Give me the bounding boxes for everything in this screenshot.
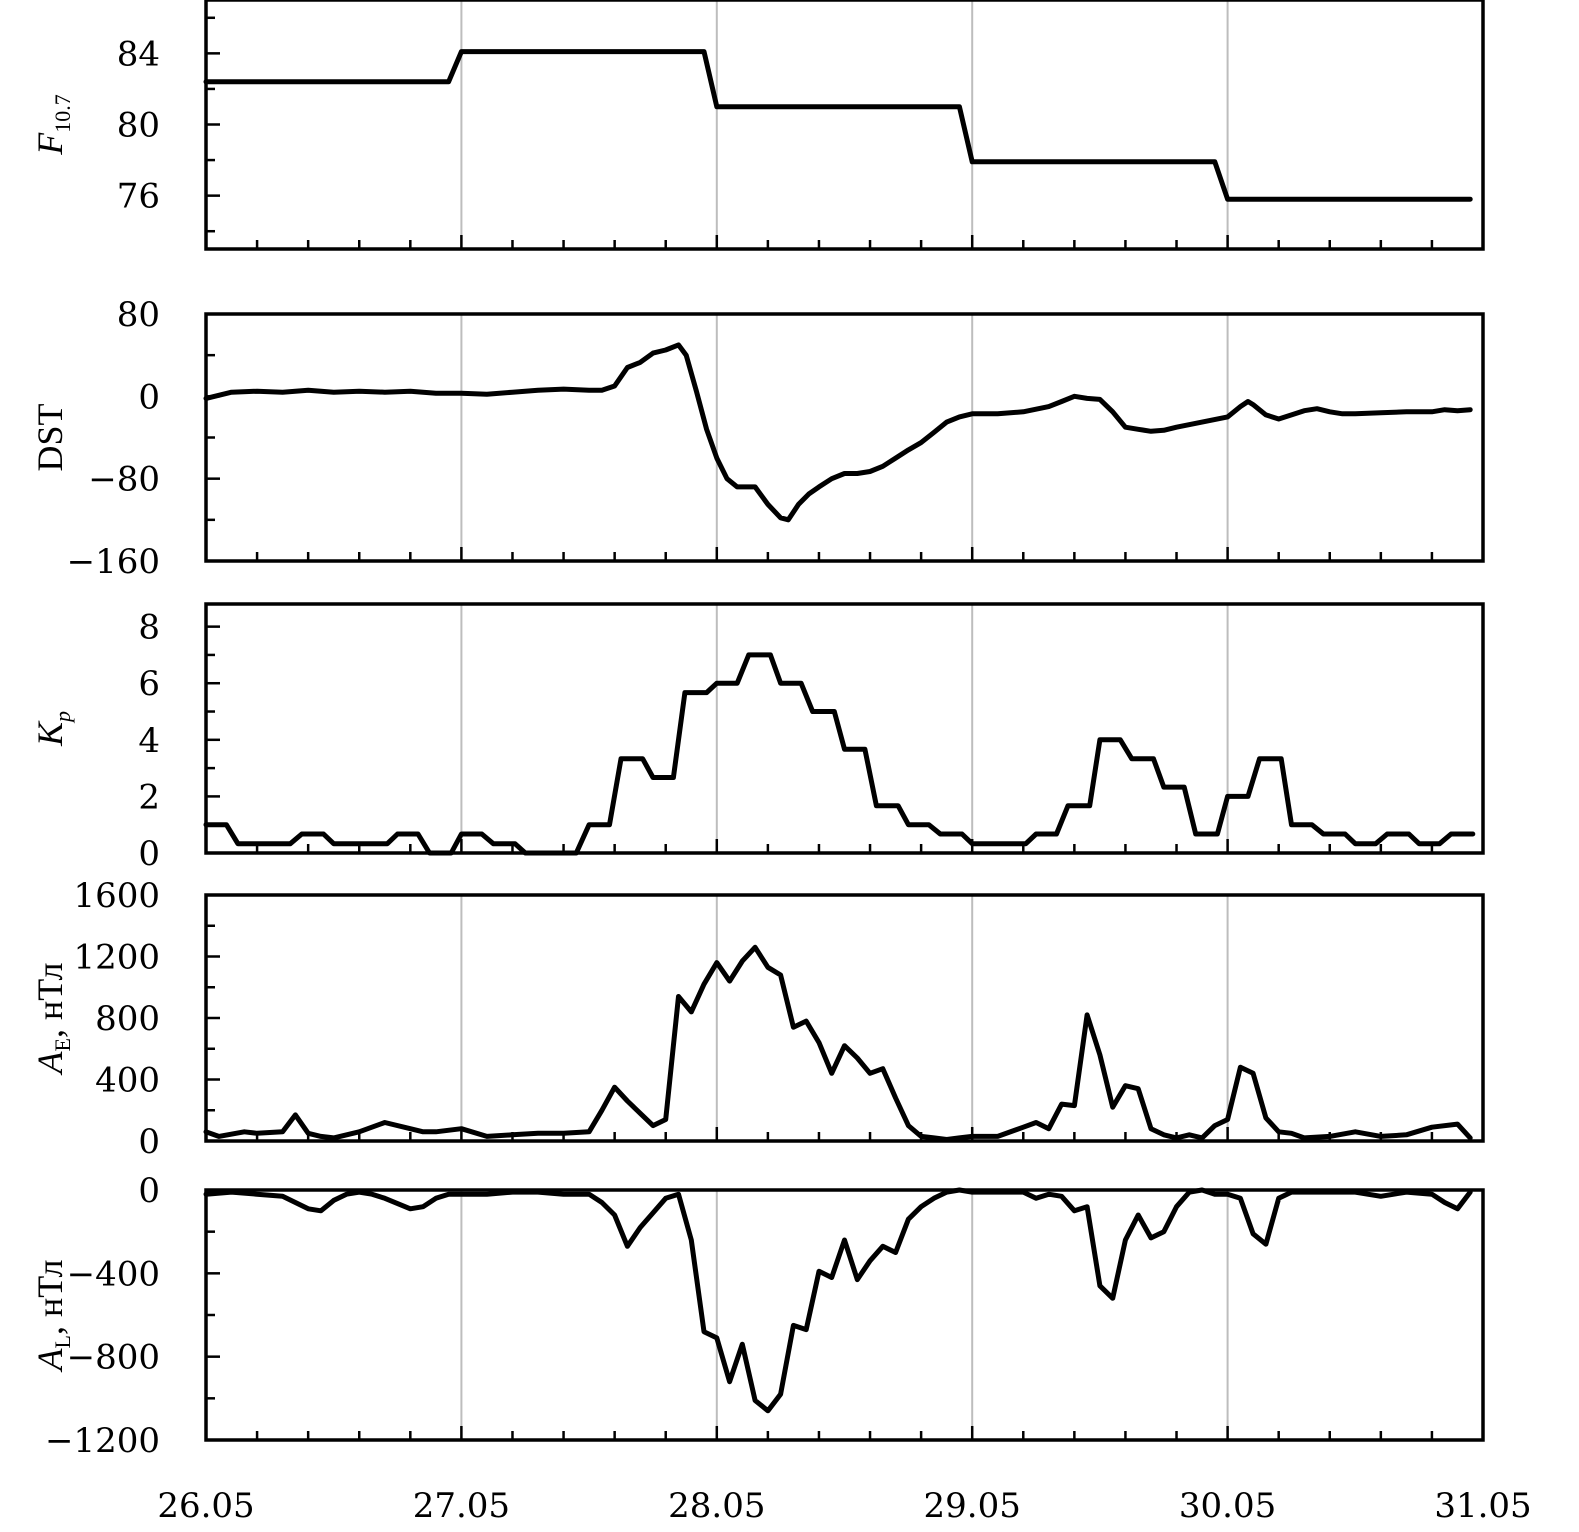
y-axis-label-subscript: E — [50, 1038, 75, 1051]
panel-dst: 80 0 −80 −160 DST — [30, 295, 1485, 582]
kp-series-line — [203, 652, 1476, 856]
y-tick-label: 6 — [138, 664, 160, 704]
y-axis-label-f107: F10.7 — [30, 94, 75, 156]
x-tick-label: 29.05 — [924, 1486, 1021, 1526]
panels-group: 768084F10.7800−80−160DST86420Kp160012008… — [30, 0, 1485, 1461]
ae-series-line — [203, 944, 1473, 1142]
y-axis-label-main: K — [30, 720, 70, 747]
y-tick-label: −80 — [88, 460, 160, 500]
y-axis-label-unit: , нТл — [30, 1260, 70, 1335]
y-tick-label: 1200 — [73, 938, 160, 978]
y-tick-label: −800 — [67, 1338, 160, 1378]
y-tick-label: 0 — [138, 1171, 160, 1211]
y-tick-label: 800 — [95, 999, 160, 1039]
y-axis-label-main: A — [30, 1050, 70, 1075]
panel-al: 0 −400 −800 −1200 AL, нТл — [30, 1171, 1485, 1461]
y-tick-label: 2 — [138, 777, 160, 817]
y-tick-label: 80 — [117, 295, 160, 335]
y-tick-label: 0 — [138, 1122, 160, 1162]
panel-kp: 8 6 4 2 0 Kp — [30, 602, 1485, 874]
x-tick-label: 30.05 — [1179, 1486, 1276, 1526]
y-axis-label-kp: Kp — [30, 711, 75, 747]
y-axis-label-main: A — [30, 1347, 70, 1372]
y-axis-label-ae: AE, нТл — [30, 963, 75, 1076]
y-tick-label: −400 — [67, 1254, 160, 1294]
y-tick-label: 4 — [138, 721, 160, 761]
y-tick-label: 0 — [138, 834, 160, 874]
x-tick-label: 31.05 — [1434, 1486, 1531, 1526]
y-axis-label-subscript: 10.7 — [50, 94, 75, 133]
panel-f107: 76 80 84 F10.7 — [30, 0, 1485, 251]
y-tick-label: 1600 — [73, 876, 160, 916]
y-tick-label: 80 — [117, 106, 160, 146]
y-tick-label: 84 — [117, 34, 160, 74]
y-tick-label: 400 — [95, 1061, 160, 1101]
y-tick-label: 8 — [138, 608, 160, 648]
f107-series-line — [203, 49, 1473, 202]
panel-frame — [204, 0, 1485, 251]
y-tick-label: 76 — [117, 177, 160, 217]
y-axis-label-main: DST — [30, 403, 70, 471]
y-axis-label-main: F — [30, 132, 70, 156]
panel-ae: 1600 1200 800 400 0 AE, нТл — [30, 876, 1485, 1162]
y-axis-label-dst: DST — [30, 403, 70, 471]
panel-frame — [204, 312, 1485, 563]
x-tick-label: 26.05 — [157, 1486, 254, 1526]
dst-series-line — [203, 342, 1473, 523]
panel-frame — [204, 602, 1485, 855]
y-tick-label: 0 — [138, 377, 160, 417]
x-tick-label: 28.05 — [668, 1486, 765, 1526]
panel-frame — [204, 1188, 1485, 1442]
y-tick-label: −160 — [67, 542, 160, 582]
y-axis-label-subscript: p — [50, 711, 75, 724]
x-tick-label: 27.05 — [413, 1486, 510, 1526]
y-axis-label-unit: , нТл — [30, 963, 70, 1038]
y-tick-label: −1200 — [45, 1421, 160, 1461]
y-axis-label-al: AL, нТл — [30, 1260, 75, 1373]
panel-frame — [204, 893, 1485, 1143]
al-series-line — [203, 1187, 1473, 1414]
y-axis-label-subscript: L — [50, 1335, 75, 1348]
x-axis-labels: 26.05 27.05 28.05 29.05 30.05 31.05 — [157, 1486, 1531, 1526]
